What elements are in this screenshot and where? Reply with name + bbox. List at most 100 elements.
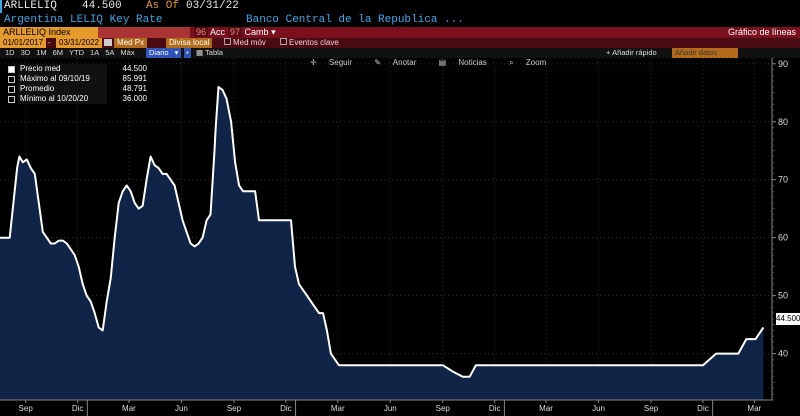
- acc-menu-label: Acc: [210, 27, 226, 37]
- moving-average-toggle[interactable]: Med móv: [224, 38, 266, 48]
- x-tick-label: Sep: [227, 404, 242, 413]
- last-value-badge: 44.500: [776, 313, 800, 325]
- x-tick-label: Mar: [122, 404, 136, 413]
- chevron-down-icon: ▾: [271, 27, 276, 37]
- security-description: Argentina LELIQ Key Rate: [4, 14, 163, 26]
- pencil-icon: ✎: [374, 58, 381, 67]
- news-button[interactable]: ▤ Noticias: [439, 58, 497, 67]
- ticker: ARLLELIQ: [4, 0, 57, 12]
- series-area: [0, 87, 764, 400]
- y-tick-label: 60: [778, 233, 788, 243]
- x-tick-label: Dic: [280, 404, 292, 413]
- legend-label: Promedio: [18, 84, 107, 94]
- legend-swatch-icon: [8, 75, 15, 83]
- range-tab[interactable]: 3D: [20, 48, 31, 57]
- x-tick-label: Jun: [175, 404, 188, 413]
- legend-label: Precio med: [18, 64, 107, 74]
- source-name: Banco Central de la Republica ...: [246, 14, 464, 26]
- last-value: 44.500: [82, 0, 122, 12]
- price-field-select[interactable]: Med Px: [114, 38, 148, 48]
- annotate-label: Anotar: [392, 58, 417, 67]
- range-tab[interactable]: Máx: [120, 48, 135, 57]
- add-data-input[interactable]: Añadir datos: [672, 48, 738, 58]
- description-row: Argentina LELIQ Key Rate Banco Central d…: [0, 14, 800, 27]
- chart-toolbar: ✛ Seguir ✎ Anotar ▤ Noticias ⌕ Zoom: [310, 58, 566, 68]
- range-tab[interactable]: 1D: [5, 48, 15, 57]
- legend-row-min[interactable]: Mínimo al 10/20/20 36.000: [8, 94, 149, 104]
- legend-value: 85.991: [122, 74, 147, 83]
- chart-svg: [0, 58, 772, 400]
- news-label: Noticias: [458, 58, 487, 67]
- range-tab[interactable]: 1A: [90, 48, 100, 57]
- table-icon: ▦: [196, 48, 204, 57]
- y-tick-label: 50: [778, 291, 788, 301]
- frequency-select[interactable]: Diario ▾: [146, 48, 182, 58]
- legend-value: 36.000: [122, 94, 147, 103]
- legend-row-max[interactable]: Máximo al 09/10/19 85.991: [8, 74, 149, 84]
- plot-area[interactable]: [0, 58, 772, 400]
- range-tab[interactable]: YTD: [69, 48, 85, 57]
- x-tick-label: Dic: [489, 404, 501, 413]
- crosshair-icon: ✛: [310, 58, 317, 67]
- legend-label: Máximo al 09/10/19: [18, 74, 107, 84]
- x-tick-label: Sep: [19, 404, 34, 413]
- graph-type-label[interactable]: Gráfico de líneas: [727, 27, 796, 37]
- key-events-toggle[interactable]: Eventos clave: [280, 38, 339, 48]
- acc-number: 96: [194, 27, 209, 37]
- table-toggle[interactable]: ▦ Tabla: [196, 48, 223, 58]
- range-tab[interactable]: 6M: [52, 48, 64, 57]
- table-label: Tabla: [205, 48, 223, 57]
- range-tab[interactable]: 5A: [105, 48, 115, 57]
- x-tick-label: Dic: [697, 404, 709, 413]
- toolbar-primary: ARLLELIQ Index 96 Acc ▾ 97 Camb ▾ Gráfic…: [0, 27, 800, 38]
- x-tick-label: Jun: [384, 404, 397, 413]
- range-tab[interactable]: 1M: [36, 48, 47, 57]
- camb-menu[interactable]: 97 Camb ▾: [228, 27, 276, 38]
- toolbar-secondary: 01/01/2017 - 03/31/2022 Med Px Divisa lo…: [0, 38, 800, 48]
- security-field[interactable]: ARLLELIQ Index: [0, 27, 102, 38]
- camb-number: 97: [228, 27, 243, 37]
- legend-swatch-icon: [8, 95, 15, 103]
- x-tick-label: Mar: [747, 404, 761, 413]
- legend: Precio med 44.500 Máximo al 09/10/19 85.99…: [8, 64, 149, 104]
- legend-value: 44.500: [122, 64, 147, 73]
- magnifier-icon: ⌕: [509, 58, 514, 67]
- security-field-ext[interactable]: [98, 27, 190, 38]
- start-date-input[interactable]: 01/01/2017: [0, 38, 47, 48]
- checkbox-icon: [224, 38, 231, 45]
- zoom-button[interactable]: ⌕ Zoom: [509, 58, 556, 67]
- y-tick-label: 90: [778, 59, 788, 69]
- frequency-label: Diario: [146, 48, 172, 58]
- x-tick-label: Sep: [436, 404, 451, 413]
- legend-label: Mínimo al 10/20/20: [18, 94, 107, 104]
- legend-row-avg[interactable]: Promedio 48.791: [8, 84, 149, 94]
- legend-swatch-icon: [8, 85, 15, 93]
- calendar-icon[interactable]: [104, 39, 112, 46]
- plus-icon: +: [606, 48, 611, 57]
- as-of-date[interactable]: 03/31/22: [186, 0, 239, 12]
- series-line: [0, 86, 765, 378]
- legend-swatch-icon: [8, 65, 15, 73]
- moving-average-label: Med móv: [233, 38, 266, 47]
- quick-add-label: Añadir rápido: [612, 48, 657, 57]
- x-tick-label: Mar: [331, 404, 345, 413]
- annotate-button[interactable]: ✎ Anotar: [374, 58, 426, 67]
- range-tabs: 1D 3D 1M 6M YTD 1A 5A Máx: [2, 48, 138, 58]
- chevron-down-icon: ▾: [171, 48, 182, 58]
- legend-row-price[interactable]: Precio med 44.500: [8, 64, 149, 74]
- follow-button[interactable]: ✛ Seguir: [310, 58, 362, 67]
- follow-label: Seguir: [328, 58, 353, 67]
- y-tick-label: 80: [778, 117, 788, 127]
- date-range-separator: -: [48, 38, 51, 47]
- x-tick-label: Jun: [592, 404, 605, 413]
- chart-mode-icon[interactable]: ▪: [184, 48, 191, 58]
- toolbar-ranges: 1D 3D 1M 6M YTD 1A 5A Máx Diario ▾ ▪ ▦ Tabla + A…: [0, 48, 800, 58]
- key-events-label: Eventos clave: [289, 38, 339, 47]
- camb-menu-label: Camb: [244, 27, 269, 37]
- checkbox-icon: [280, 38, 287, 45]
- x-tick-label: Mar: [539, 404, 553, 413]
- y-tick-label: 70: [778, 175, 788, 185]
- currency-select[interactable]: Divisa local: [166, 38, 213, 48]
- end-date-input[interactable]: 03/31/2022: [56, 38, 103, 48]
- quick-add-button[interactable]: + Añadir rápido: [606, 48, 657, 58]
